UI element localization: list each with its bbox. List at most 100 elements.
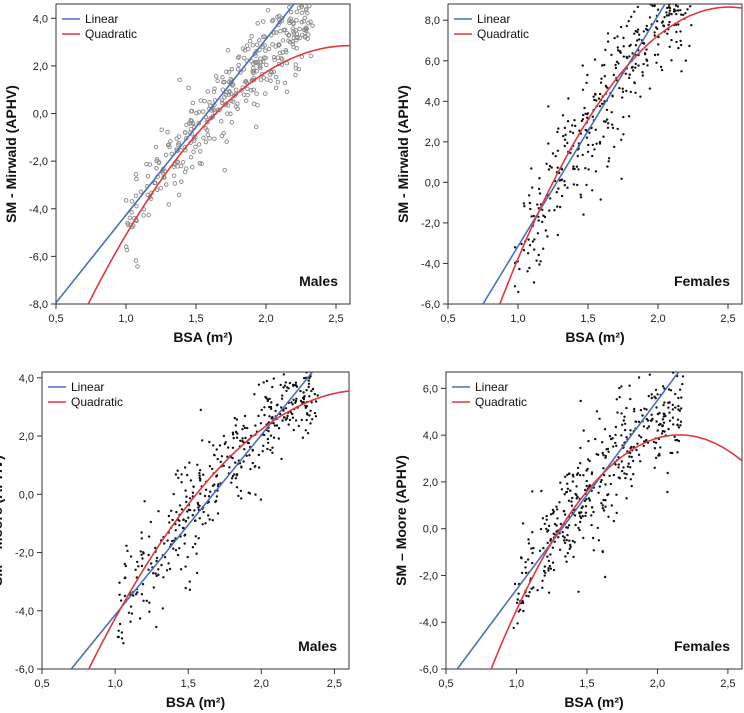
y-tick-label: -6,0 bbox=[29, 251, 48, 263]
scatter-point bbox=[585, 469, 588, 472]
scatter-point bbox=[679, 39, 682, 43]
scatter-point bbox=[127, 215, 133, 221]
scatter-point bbox=[247, 38, 253, 44]
x-tick-label: 2,5 bbox=[720, 678, 735, 690]
scatter-point bbox=[604, 454, 607, 458]
scatter-point bbox=[270, 401, 273, 404]
scatter-point bbox=[605, 108, 609, 112]
scatter-point bbox=[667, 23, 670, 26]
scatter-point bbox=[545, 527, 548, 531]
scatter-point bbox=[154, 572, 157, 575]
plot-area bbox=[447, 3, 743, 305]
scatter-point bbox=[177, 476, 180, 480]
scatter-point bbox=[537, 187, 541, 191]
scatter-point bbox=[620, 460, 623, 463]
scatter-point bbox=[566, 526, 569, 529]
scatter-point bbox=[653, 447, 657, 450]
scatter-point bbox=[256, 38, 262, 43]
panel-label: Females bbox=[674, 638, 730, 654]
scatter-point bbox=[530, 167, 533, 170]
scatter-point bbox=[253, 465, 256, 468]
scatter-point bbox=[598, 105, 602, 108]
scatter-point bbox=[254, 42, 260, 47]
scatter-point bbox=[647, 425, 651, 428]
scatter-point bbox=[661, 424, 664, 428]
scatter-point bbox=[623, 428, 627, 432]
scatter-point bbox=[551, 561, 555, 564]
scatter-point bbox=[203, 139, 209, 145]
scatter-point bbox=[512, 626, 515, 630]
scatter-point bbox=[272, 422, 275, 425]
scatter-point bbox=[170, 509, 173, 512]
scatter-point bbox=[606, 447, 610, 451]
scatter-point bbox=[292, 398, 295, 401]
scatter-point bbox=[277, 19, 283, 25]
scatter-point bbox=[212, 444, 215, 447]
scatter-point bbox=[246, 441, 250, 444]
scatter-point bbox=[125, 222, 131, 228]
scatter-point bbox=[222, 79, 227, 85]
scatter-point bbox=[555, 508, 559, 511]
scatter-point bbox=[219, 98, 225, 103]
x-tick-label: 1,5 bbox=[181, 678, 196, 690]
scatter-point bbox=[668, 9, 671, 12]
scatter-point bbox=[584, 167, 587, 170]
scatter-point bbox=[171, 173, 177, 178]
scatter-point bbox=[145, 599, 148, 602]
scatter-point bbox=[254, 48, 259, 54]
scatter-point bbox=[274, 409, 277, 413]
scatter-point bbox=[516, 622, 519, 625]
scatter-point bbox=[225, 48, 231, 53]
scatter-point bbox=[304, 406, 307, 409]
scatter-point bbox=[198, 474, 201, 477]
x-tick-label: 1,5 bbox=[580, 313, 595, 325]
scatter-point bbox=[532, 586, 535, 589]
scatter-point bbox=[141, 213, 146, 218]
scatter-point bbox=[675, 12, 678, 16]
scatter-point bbox=[307, 385, 310, 389]
scatter-point bbox=[678, 388, 682, 391]
scatter-point bbox=[611, 95, 614, 98]
scatter-point bbox=[587, 143, 590, 147]
scatter-point bbox=[241, 437, 244, 440]
scatter-point bbox=[193, 144, 198, 150]
scatter-point bbox=[677, 426, 681, 429]
scatter-point bbox=[608, 474, 611, 478]
scatter-point bbox=[587, 168, 590, 171]
scatter-point bbox=[590, 471, 594, 474]
scatter-point bbox=[602, 454, 605, 457]
scatter-point bbox=[606, 493, 609, 497]
scatter-point bbox=[146, 212, 151, 218]
scatter-point bbox=[189, 118, 194, 124]
scatter-point bbox=[263, 406, 266, 409]
scatter-point bbox=[688, 44, 691, 48]
scatter-point bbox=[560, 488, 564, 491]
scatter-point bbox=[567, 524, 571, 527]
scatter-point bbox=[552, 510, 556, 513]
scatter-point bbox=[635, 448, 638, 452]
scatter-point bbox=[148, 610, 151, 613]
scatter-point bbox=[654, 456, 658, 460]
scatter-point bbox=[180, 481, 183, 484]
scatter-point bbox=[215, 448, 218, 451]
scatter-point bbox=[639, 95, 642, 98]
scatter-point bbox=[633, 32, 636, 35]
scatter-point bbox=[155, 556, 159, 560]
y-axis-label: SM – Moore (APHV) bbox=[393, 455, 409, 586]
scatter-point bbox=[520, 242, 523, 246]
scatter-point bbox=[186, 555, 189, 559]
quadratic-fit-line bbox=[88, 390, 349, 669]
scatter-point bbox=[652, 358, 654, 360]
y-tick-label: -4,0 bbox=[15, 606, 34, 618]
scatter-point bbox=[257, 466, 261, 469]
scatter-point bbox=[668, 4, 671, 6]
scatter-point bbox=[307, 382, 311, 385]
fit-lines bbox=[70, 372, 349, 669]
scatter-point bbox=[284, 381, 287, 384]
scatter-point bbox=[145, 192, 151, 198]
scatter-point bbox=[139, 550, 142, 553]
scatter-point bbox=[602, 467, 605, 470]
scatter-point bbox=[226, 446, 230, 449]
scatter-point bbox=[582, 113, 585, 117]
scatter-point bbox=[670, 59, 673, 62]
